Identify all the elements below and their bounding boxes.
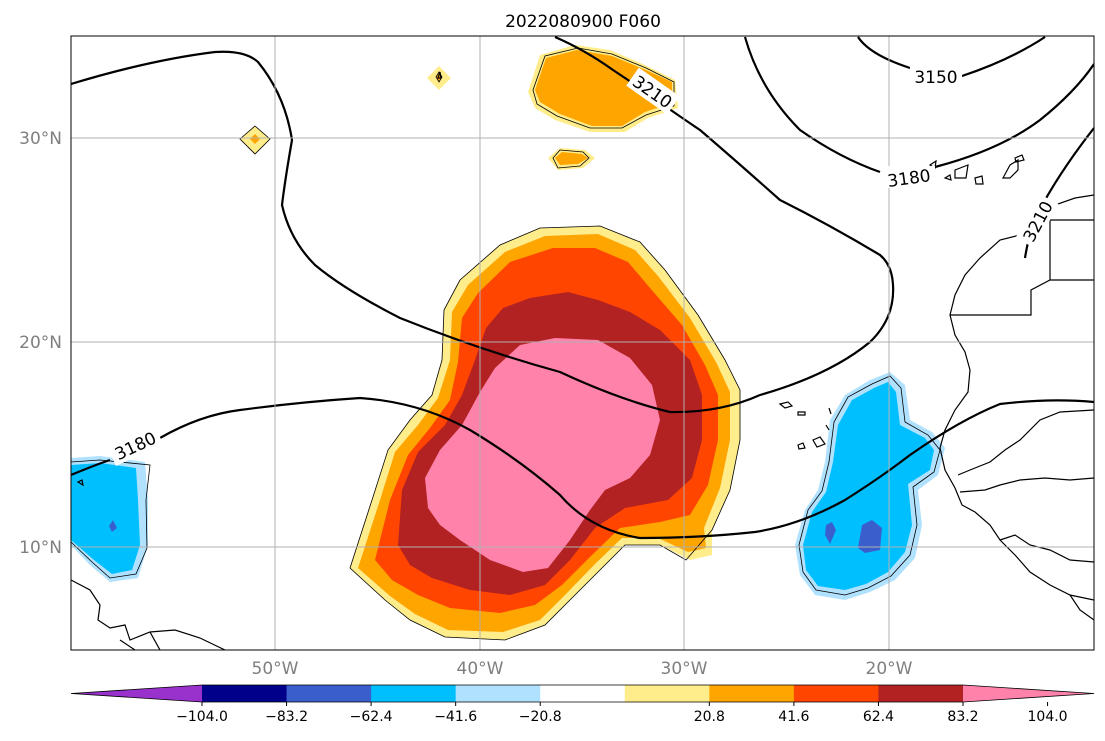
colorbar-tick-label: 62.4: [863, 709, 894, 725]
colorbar-segment: [202, 685, 288, 702]
colorbar-extend-low: [71, 685, 202, 702]
negative-anomaly-west: [71, 456, 151, 582]
lon-tick-label: 40°W: [457, 659, 504, 679]
map-frame: [70, 35, 1095, 651]
colorbar-tick-label: −41.6: [434, 709, 477, 725]
lat-tick-label: 20°N: [19, 333, 62, 353]
colorbar-segment: [793, 685, 879, 702]
lat-tick-label: 30°N: [19, 129, 62, 149]
colorbar-segment: [540, 685, 626, 702]
colorbar-tick-label: −20.8: [519, 709, 562, 725]
colorbar-tick-label: −62.4: [350, 709, 393, 725]
gridlines: [71, 36, 1094, 650]
colorbar-segment: [371, 685, 457, 702]
colorbar-tick-label: 104.0: [1028, 709, 1068, 725]
colorbar-extend-high: [963, 685, 1094, 702]
colorbar-segment: [709, 685, 795, 702]
lon-tick-label: 20°W: [866, 659, 913, 679]
map-area: 3150 3180 3210 3210 3180: [71, 36, 1094, 650]
lat-tick-labels: 30°N 20°N 10°N: [19, 129, 62, 558]
colorbar-tick-label: 83.2: [947, 709, 978, 725]
colorbar-tick-label: −83.2: [265, 709, 308, 725]
lon-tick-labels: 50°W 40°W 30°W 20°W: [252, 659, 913, 679]
lon-tick-label: 50°W: [252, 659, 299, 679]
contour-label-3150: 3150: [914, 68, 957, 88]
positive-anomaly-north: [239, 45, 678, 170]
height-contours: [71, 36, 1094, 540]
colorbar-segment: [624, 685, 710, 702]
lat-tick-label: 10°N: [19, 538, 62, 558]
colorbar-tick-label: 41.6: [778, 709, 809, 725]
colorbar-tick-label: 20.8: [694, 709, 725, 725]
colorbar-segment: [286, 685, 372, 702]
map-title: 2022080900 F060: [505, 12, 661, 32]
colorbar-segment: [455, 685, 541, 702]
colorbar: −104.0 −83.2 −62.4 −41.6 −20.8 20.8 41.6 62.4 83…: [70, 684, 1095, 725]
positive-anomaly-central: [349, 225, 741, 641]
colorbar-tick-label: −104.0: [176, 709, 228, 725]
lon-tick-label: 30°W: [661, 659, 708, 679]
colorbar-segment: [878, 685, 964, 702]
